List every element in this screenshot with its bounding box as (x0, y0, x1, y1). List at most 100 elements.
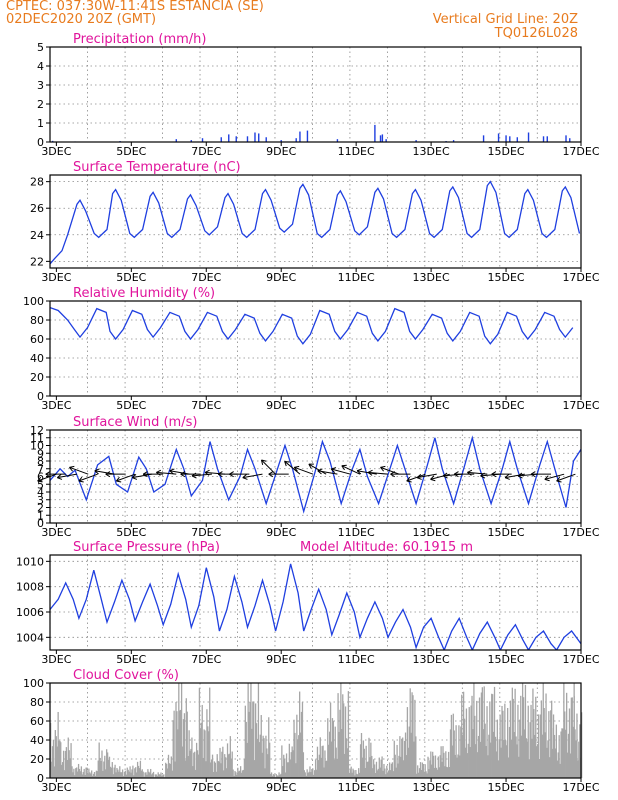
cloud-bar (355, 770, 357, 778)
wind-arrow-head (115, 476, 122, 483)
cloud-bar (417, 772, 420, 778)
cloud-bar (108, 756, 111, 778)
cloud-bar (266, 748, 268, 778)
cloud-bar (485, 746, 487, 778)
cloud-bar (253, 701, 255, 778)
cloud-bar (405, 755, 408, 778)
cloud-bar (138, 768, 141, 778)
cloud-bar (435, 767, 438, 778)
cloud-bar (407, 747, 409, 778)
cloud-bar (182, 719, 185, 778)
cloud-bar (176, 711, 178, 778)
cloud-bar (511, 687, 513, 778)
cloud-bar (324, 750, 326, 778)
cloud-bar (339, 709, 341, 778)
cloud-bar (563, 683, 565, 778)
wind-arrow (341, 465, 361, 475)
precip-bar (527, 132, 530, 142)
cloud-bar (149, 772, 151, 778)
cloud-bar (76, 767, 78, 778)
cloud-bar (61, 764, 63, 778)
cloud-bar (330, 741, 333, 778)
x-tick-label: 11DEC (338, 145, 375, 158)
cloud-bar (487, 755, 489, 778)
wind-arrow-head (317, 468, 323, 475)
wind-arrow (242, 473, 263, 479)
cloud-bar (419, 762, 422, 778)
cloud-bar (100, 760, 102, 778)
cloud-bar (533, 709, 535, 778)
cloud-bar (434, 755, 437, 778)
x-tick-label: 5DEC (116, 271, 146, 284)
cloud-bar (86, 771, 88, 778)
panel-3: Relative Humidity (%) 0 20 40 60 80 100 3DEC 5DE… (23, 286, 600, 412)
cloud-bar (524, 684, 527, 778)
cloud-bar (67, 737, 69, 778)
cloud-bar (325, 760, 327, 778)
cloud-bar (214, 762, 216, 778)
precip-bar (220, 137, 222, 142)
x-tick-label: 15DEC (487, 781, 524, 794)
panel-title: Cloud Cover (%) (73, 668, 179, 683)
cloud-bar (130, 772, 132, 778)
wind-arrow (261, 459, 276, 475)
cloud-bar (383, 763, 385, 778)
precip-bar (201, 138, 204, 142)
x-tick-label: 17DEC (562, 399, 599, 412)
cloud-bar (449, 729, 452, 778)
cloud-bar (285, 753, 288, 778)
cloud-bar (56, 746, 58, 778)
cloud-bar (319, 737, 321, 778)
cloud-bar (283, 754, 285, 778)
panel-2: Surface Temperature (nC) 22 24 26 28 3DEC 5DEC… (30, 160, 600, 284)
cloud-bar (196, 750, 199, 778)
cloud-bar (348, 772, 350, 778)
cloud-bar (259, 734, 261, 778)
pressure-line (50, 563, 581, 650)
cloud-bar (267, 754, 269, 778)
y-tick-label: 40 (30, 734, 44, 747)
cloud-bar (535, 696, 537, 778)
cloud-bar (387, 772, 389, 778)
cloud-bar (261, 752, 263, 778)
cloud-bar (265, 735, 267, 778)
cloud-bar (503, 740, 505, 778)
cloud-bar (336, 758, 338, 778)
cloud-bar (243, 759, 246, 778)
cloud-bar (184, 760, 187, 778)
cloud-bar (131, 769, 133, 778)
cloud-bar (91, 770, 93, 778)
cloud-bar (422, 764, 424, 778)
cloud-bar (251, 728, 253, 778)
cloud-bar (180, 683, 183, 778)
cloud-bar (410, 732, 412, 778)
cloud-bar (252, 701, 254, 778)
x-tick-label: 3DEC (41, 271, 71, 284)
precip-bar (265, 137, 267, 142)
y-tick-label: 2 (37, 502, 44, 515)
cloud-bar (256, 738, 259, 778)
x-tick-label: 11DEC (338, 271, 375, 284)
cloud-bar (558, 735, 560, 778)
wind-arrow (356, 470, 377, 475)
cloud-bar (377, 768, 380, 778)
cloud-bar (293, 719, 295, 778)
cloud-bar (291, 746, 293, 778)
header-vertical-grid: Vertical Grid Line: 20Z (432, 12, 578, 27)
cloud-bar (380, 759, 382, 778)
cloud-bar (372, 768, 374, 778)
cloud-bar (413, 741, 415, 778)
cloud-bar (433, 767, 436, 778)
cloud-bar (367, 761, 369, 778)
cloud-bar (309, 766, 311, 778)
cloud-bar (345, 738, 348, 778)
cloud-bar (349, 769, 351, 778)
cloud-bar (106, 752, 109, 778)
precip-bar (336, 139, 339, 142)
cloud-bar (456, 757, 458, 778)
cloud-bar (249, 702, 251, 778)
wind-arrow-head (78, 476, 84, 483)
cloud-bar (495, 751, 498, 778)
x-tick-label: 15DEC (487, 399, 524, 412)
wind-arrow-head (341, 464, 347, 471)
